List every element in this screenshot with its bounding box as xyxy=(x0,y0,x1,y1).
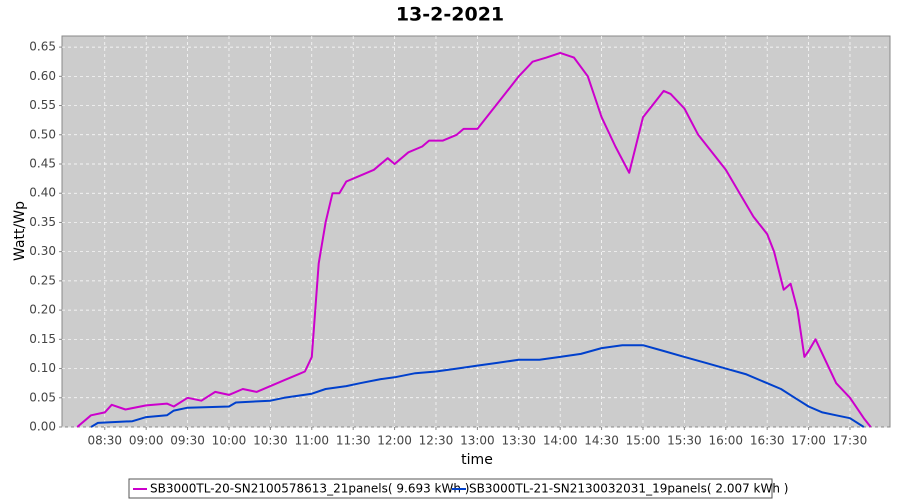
legend xyxy=(128,478,773,499)
legend-label: SB3000TL-20-SN2100578613_21panels( 9.693… xyxy=(150,482,469,496)
x-tick-label: 16:30 xyxy=(750,434,785,448)
y-tick-label: 0.05 xyxy=(29,390,56,404)
x-tick-label: 15:30 xyxy=(667,434,702,448)
y-tick-label: 0.25 xyxy=(29,273,56,287)
x-tick-label: 11:30 xyxy=(336,434,371,448)
series-line xyxy=(90,344,865,428)
y-tick-label: 0.55 xyxy=(29,98,56,112)
x-tick-label: 13:30 xyxy=(501,434,536,448)
y-tick-label: 0.30 xyxy=(29,244,56,258)
plot-area xyxy=(61,35,891,428)
x-tick-label: 13:00 xyxy=(460,434,495,448)
y-tick-label: 0.15 xyxy=(29,332,56,346)
x-tick-label: 10:30 xyxy=(253,434,288,448)
x-tick-label: 17:00 xyxy=(791,434,826,448)
y-tick-label: 0.40 xyxy=(29,186,56,200)
x-tick-label: 12:30 xyxy=(419,434,454,448)
y-tick-label: 0.35 xyxy=(29,215,56,229)
x-tick-label: 09:00 xyxy=(129,434,164,448)
legend-label: SB3000TL-21-SN2130032031_19panels( 2.007… xyxy=(469,482,788,496)
x-tick-label: 14:30 xyxy=(584,434,619,448)
y-tick-label: 0.00 xyxy=(29,420,56,434)
x-tick-label: 17:30 xyxy=(833,434,868,448)
y-tick-label: 0.10 xyxy=(29,361,56,375)
x-tick-label: 09:30 xyxy=(170,434,205,448)
x-tick-label: 11:00 xyxy=(294,434,329,448)
series-line xyxy=(76,51,872,428)
y-tick-label: 0.65 xyxy=(29,40,56,54)
y-tick-label: 0.60 xyxy=(29,69,56,83)
y-tick-label: 0.45 xyxy=(29,156,56,170)
x-tick-label: 10:00 xyxy=(212,434,247,448)
y-axis-label: Watt/Wp xyxy=(12,201,28,261)
x-tick-label: 08:30 xyxy=(87,434,122,448)
x-tick-label: 16:00 xyxy=(708,434,743,448)
y-tick-label: 0.20 xyxy=(29,303,56,317)
x-axis-label: time xyxy=(461,452,493,468)
chart-title: 13-2-2021 xyxy=(396,4,504,26)
x-tick-label: 12:00 xyxy=(377,434,412,448)
x-tick-label: 14:00 xyxy=(543,434,578,448)
x-tick-label: 15:00 xyxy=(626,434,661,448)
y-tick-label: 0.50 xyxy=(29,127,56,141)
